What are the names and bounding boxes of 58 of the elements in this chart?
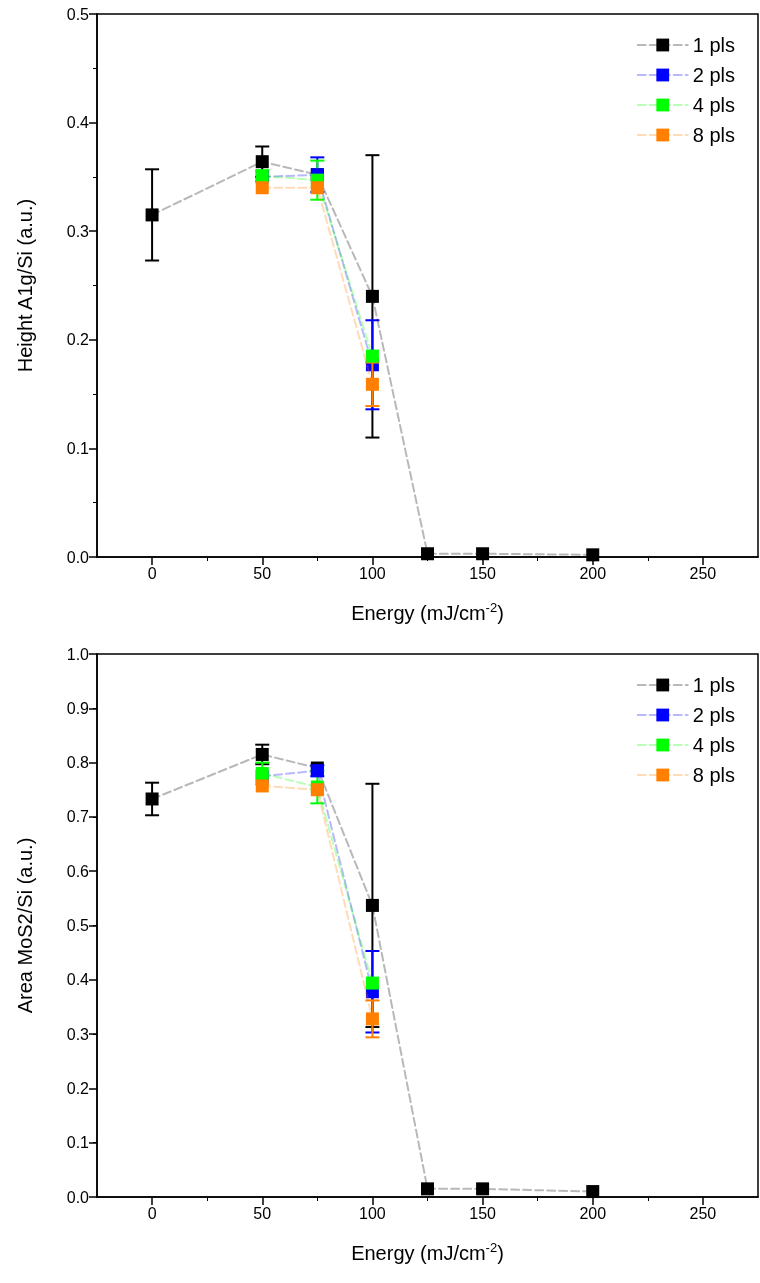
legend-label: 1 pls bbox=[692, 34, 735, 56]
point bbox=[365, 349, 379, 363]
y-axis-title: Height A1g/Si (a.u.) bbox=[14, 198, 36, 373]
point bbox=[421, 547, 434, 561]
point bbox=[365, 289, 379, 303]
y-axis-title: Area MoS2/Si (a.u.) bbox=[14, 837, 36, 1014]
y-tick-label: 0.6 bbox=[66, 862, 90, 880]
point bbox=[255, 747, 269, 761]
legend-label: 4 pls bbox=[692, 734, 735, 756]
x-tick-label: 250 bbox=[689, 1204, 717, 1222]
y-tick-label: 0.8 bbox=[66, 754, 90, 772]
legend-label: 2 pls bbox=[692, 704, 735, 726]
y-tick-label: 0.3 bbox=[66, 222, 90, 240]
y-tick-label: 0.9 bbox=[66, 699, 90, 717]
x-tick-label: 200 bbox=[579, 564, 607, 582]
point bbox=[255, 181, 269, 195]
y-tick-label: 0.5 bbox=[66, 5, 90, 23]
x-tick-label: 50 bbox=[253, 564, 272, 582]
x-tick-label: 100 bbox=[359, 564, 386, 582]
point bbox=[365, 1012, 379, 1026]
point bbox=[145, 792, 159, 806]
y-tick-label: 0.4 bbox=[66, 971, 90, 989]
point bbox=[476, 1182, 490, 1196]
x-tick-label: 50 bbox=[253, 1204, 272, 1222]
point bbox=[365, 898, 379, 912]
y-tick-label: 0.4 bbox=[66, 114, 90, 132]
y-tick-label: 0.5 bbox=[66, 917, 90, 934]
point bbox=[145, 208, 159, 222]
point bbox=[310, 181, 324, 195]
x-tick-label: 100 bbox=[359, 1204, 386, 1222]
legend-label: 2 pls bbox=[692, 64, 735, 86]
x-tick-label: 150 bbox=[469, 564, 497, 582]
point bbox=[255, 779, 269, 793]
legend-label: 1 pls bbox=[692, 674, 735, 696]
y-tick-label: 0.2 bbox=[66, 331, 90, 349]
point bbox=[586, 548, 600, 562]
legend-label: 4 pls bbox=[692, 94, 735, 116]
point bbox=[476, 547, 490, 561]
x-tick-label: 250 bbox=[689, 564, 717, 582]
x-tick-label: 200 bbox=[579, 1204, 607, 1222]
point bbox=[586, 1185, 600, 1199]
y-tick-label: 0.3 bbox=[66, 1025, 90, 1043]
point bbox=[365, 377, 379, 391]
y-tick-label: 0.2 bbox=[66, 1079, 90, 1097]
point bbox=[365, 976, 379, 990]
y-tick-label: 1.0 bbox=[66, 645, 90, 663]
y-tick-label: 0.1 bbox=[66, 439, 90, 457]
y-tick-label: 0.0 bbox=[66, 548, 90, 566]
point bbox=[255, 155, 269, 169]
x-tick-label: 150 bbox=[469, 1204, 497, 1222]
legend-label: 8 pls bbox=[692, 764, 735, 786]
legend-label: 8 pls bbox=[692, 124, 735, 146]
x-tick-label: 0 bbox=[147, 1204, 157, 1222]
y-tick-label: 0.1 bbox=[66, 1134, 90, 1152]
y-tick-label: 0.7 bbox=[66, 808, 90, 826]
x-tick-label: 0 bbox=[147, 564, 157, 582]
y-tick-label: 0.0 bbox=[66, 1188, 90, 1206]
point bbox=[421, 1182, 434, 1196]
